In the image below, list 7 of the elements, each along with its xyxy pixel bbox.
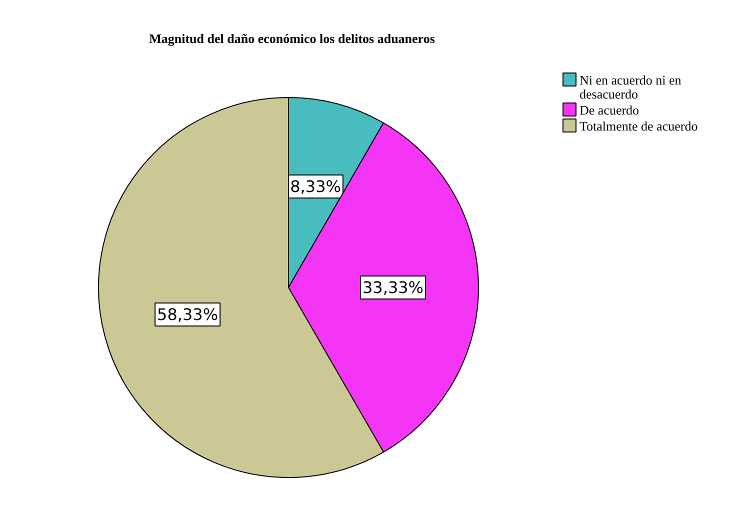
legend-label: De acuerdo	[580, 102, 640, 118]
chart-title: Magnitud del daño económico los delitos aduaneros	[149, 31, 435, 46]
legend-label: Totalmente de acuerdo	[580, 118, 698, 134]
data-label: 8,33%	[290, 177, 341, 196]
data-label: 58,33%	[157, 305, 218, 324]
data-label: 33,33%	[362, 278, 424, 297]
legend-label: Ni en acuerdo ni en desacuerdo	[580, 72, 682, 102]
